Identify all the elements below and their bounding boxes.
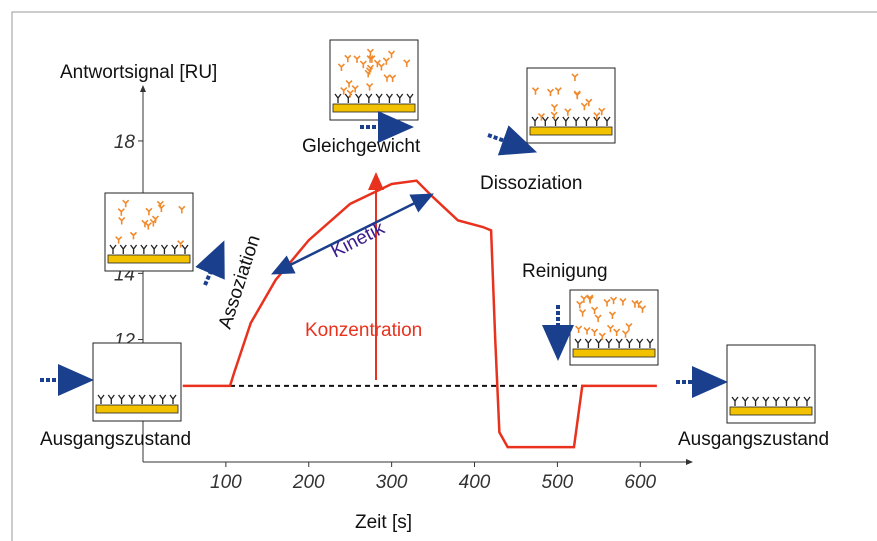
flow-arrow: [488, 135, 522, 147]
x-tick-label: 500: [542, 472, 574, 493]
gold-layer: [96, 405, 178, 413]
annotation: Gleichgewicht: [302, 136, 421, 157]
annotation: Assoziation: [215, 233, 265, 332]
annotation: Dissoziation: [480, 173, 582, 194]
gold-layer: [573, 349, 655, 357]
annotation: Konzentration: [305, 320, 422, 341]
x-tick-label: 600: [624, 472, 656, 493]
sensor-icon: [105, 193, 193, 271]
gold-layer: [333, 104, 415, 112]
gold-layer: [108, 255, 190, 263]
x-tick-label: 200: [292, 472, 325, 493]
y-axis-label: Antwortsignal [RU]: [60, 62, 217, 83]
x-tick-label: 400: [459, 472, 491, 493]
annotation: Ausgangszustand: [40, 429, 191, 450]
annotation: Reinigung: [522, 261, 608, 282]
gold-layer: [730, 407, 812, 415]
sensor-icon: [330, 40, 418, 120]
x-axis-label: Zeit [s]: [355, 512, 412, 533]
sensor-icon: [570, 290, 658, 365]
sensor-icon: [93, 343, 181, 421]
sensor-icon: [727, 345, 815, 423]
chart: Zeit [s] Antwortsignal [RU] 100 200 300 400…: [0, 0, 877, 541]
y-tick-label: 18: [114, 132, 136, 153]
gold-layer: [530, 127, 612, 135]
flow-arrow: [205, 255, 218, 285]
x-tick-label: 300: [376, 472, 408, 493]
annotation: Kinetik: [328, 218, 389, 263]
sensor-icon: [527, 68, 615, 143]
annotation: Ausgangszustand: [678, 429, 829, 450]
x-tick-label: 100: [210, 472, 242, 493]
